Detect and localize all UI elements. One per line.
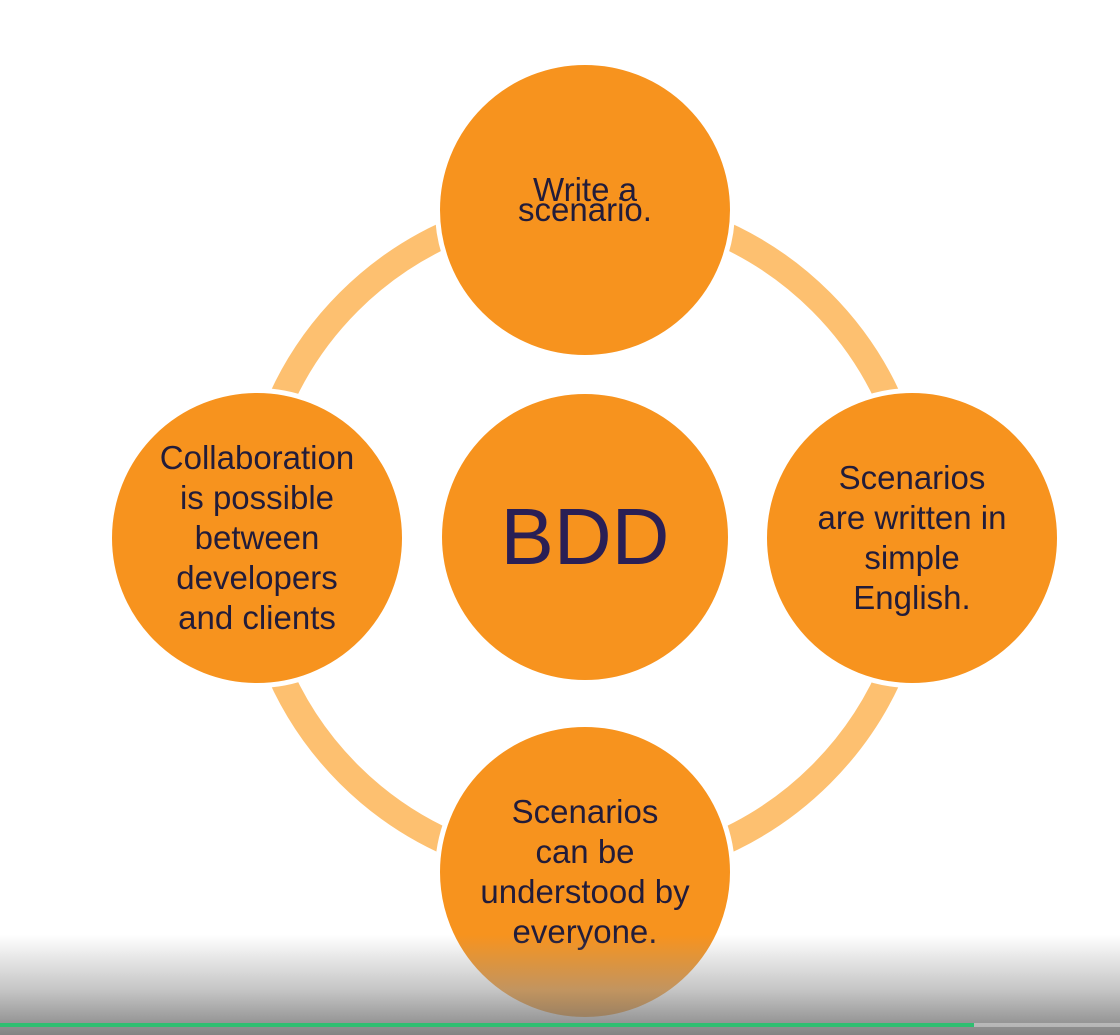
node-text-line: is possible bbox=[179, 479, 335, 516]
node-text-line: between bbox=[194, 519, 320, 556]
node-text-line: scenario. bbox=[518, 191, 652, 228]
video-progress-fill bbox=[0, 1023, 975, 1027]
cycle-node-understood-by-everyone: Scenarios can be understood by everyone. bbox=[435, 722, 735, 1022]
node-text-line: English. bbox=[853, 579, 971, 616]
node-text-line: Scenarios bbox=[511, 793, 659, 830]
cycle-node-collaboration: Collaboration is possible between develo… bbox=[107, 388, 407, 688]
node-text-line: developers bbox=[176, 559, 338, 596]
cycle-node-simple-english: Scenarios are written in simple English. bbox=[762, 388, 1062, 688]
node-text-line: can be bbox=[535, 833, 635, 870]
node-text-line: everyone. bbox=[512, 913, 658, 950]
node-text-line: Scenarios bbox=[838, 459, 986, 496]
center-label: BDD bbox=[500, 492, 670, 581]
node-text-line: simple bbox=[864, 539, 960, 576]
node-text-line: are written in bbox=[817, 499, 1007, 536]
node-text-line: Collaboration bbox=[159, 439, 355, 476]
node-text-line: understood by bbox=[480, 873, 690, 910]
video-progress-bar[interactable] bbox=[0, 1023, 1120, 1027]
node-text-line: Write a bbox=[533, 171, 637, 208]
node-text-line: and clients bbox=[178, 599, 336, 636]
center-node-bdd: BDD bbox=[437, 389, 733, 685]
cycle-node-write-scenario: Write a scenario. bbox=[435, 60, 735, 360]
